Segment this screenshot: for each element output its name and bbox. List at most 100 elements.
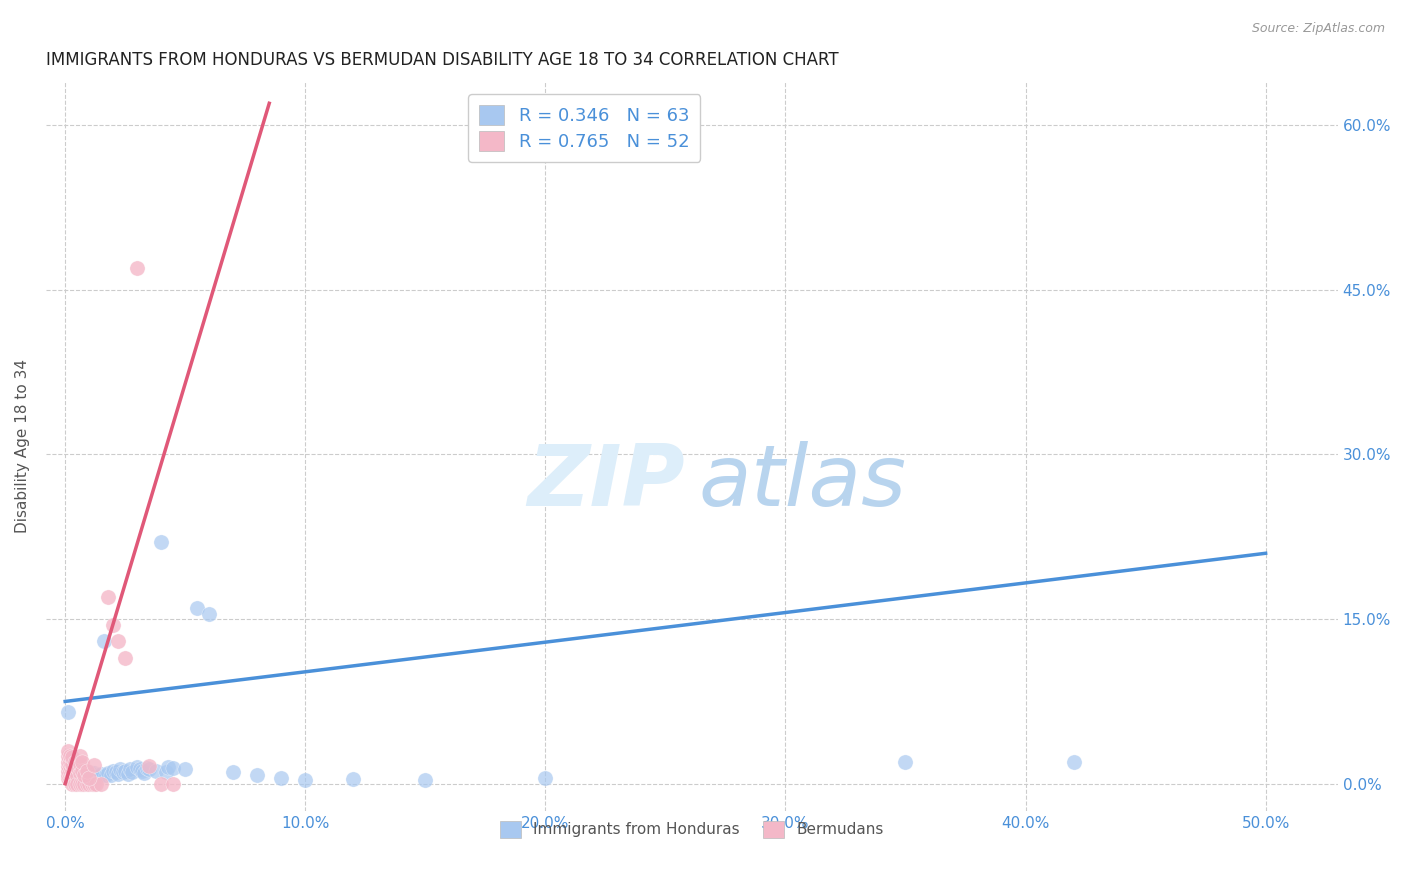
Point xyxy=(69,777,91,791)
Point xyxy=(86,768,108,782)
Text: atlas: atlas xyxy=(699,442,907,524)
Point xyxy=(59,768,82,782)
Point xyxy=(56,749,79,764)
Point xyxy=(222,764,245,779)
Point xyxy=(60,771,83,785)
Point xyxy=(83,758,105,772)
Point xyxy=(60,750,83,764)
Point xyxy=(97,765,120,780)
Point xyxy=(150,535,173,549)
Point xyxy=(1063,755,1085,769)
Point xyxy=(114,764,136,778)
Point xyxy=(56,755,79,769)
Point xyxy=(66,769,89,783)
Point xyxy=(63,764,86,778)
Point xyxy=(131,764,153,778)
Point xyxy=(77,764,100,779)
Point xyxy=(103,617,125,632)
Point xyxy=(70,764,93,779)
Point xyxy=(63,777,86,791)
Text: ZIP: ZIP xyxy=(527,442,685,524)
Point xyxy=(70,777,93,791)
Point xyxy=(294,773,316,788)
Point xyxy=(83,765,105,780)
Point xyxy=(60,768,83,782)
Point xyxy=(80,768,103,782)
Point xyxy=(56,771,79,785)
Point xyxy=(77,777,100,791)
Point xyxy=(94,768,117,782)
Point xyxy=(56,764,79,778)
Point xyxy=(246,768,269,782)
Point xyxy=(60,764,83,778)
Point xyxy=(70,768,93,782)
Point xyxy=(270,771,292,785)
Point xyxy=(107,634,129,648)
Point xyxy=(100,768,122,782)
Point xyxy=(104,764,127,779)
Point xyxy=(59,764,82,778)
Point xyxy=(69,749,91,764)
Point xyxy=(90,767,112,781)
Point xyxy=(66,777,89,791)
Point xyxy=(59,771,82,785)
Point xyxy=(73,765,96,780)
Point xyxy=(63,770,86,784)
Point xyxy=(534,771,557,785)
Point xyxy=(56,744,79,758)
Point xyxy=(76,767,98,781)
Point xyxy=(60,777,83,791)
Point xyxy=(127,260,149,275)
Point xyxy=(97,590,120,604)
Point xyxy=(138,763,160,777)
Point xyxy=(93,634,115,648)
Point xyxy=(70,755,93,769)
Point xyxy=(157,760,180,774)
Point xyxy=(103,764,125,778)
Point xyxy=(118,763,141,777)
Y-axis label: Disability Age 18 to 34: Disability Age 18 to 34 xyxy=(15,359,30,533)
Point xyxy=(145,764,167,778)
Point xyxy=(76,770,98,784)
Point xyxy=(73,777,96,791)
Point xyxy=(117,767,139,781)
Point xyxy=(162,761,184,775)
Point xyxy=(66,760,89,774)
Point xyxy=(86,777,108,791)
Point xyxy=(198,607,221,621)
Point xyxy=(107,767,129,781)
Point xyxy=(56,768,79,782)
Point xyxy=(70,764,93,778)
Point xyxy=(135,761,157,775)
Point xyxy=(59,765,82,780)
Text: IMMIGRANTS FROM HONDURAS VS BERMUDAN DISABILITY AGE 18 TO 34 CORRELATION CHART: IMMIGRANTS FROM HONDURAS VS BERMUDAN DIS… xyxy=(46,51,838,69)
Point xyxy=(155,764,177,779)
Point xyxy=(56,759,79,773)
Point xyxy=(63,770,86,784)
Point xyxy=(134,765,156,780)
Point xyxy=(413,773,436,788)
Point xyxy=(127,760,149,774)
Point xyxy=(150,777,173,791)
Point xyxy=(342,772,364,787)
Point xyxy=(63,755,86,769)
Point xyxy=(128,763,150,777)
Point xyxy=(87,769,110,783)
Point xyxy=(66,764,89,778)
Point xyxy=(59,755,82,769)
Point xyxy=(73,768,96,782)
Point xyxy=(111,764,134,779)
Point xyxy=(90,777,112,791)
Point xyxy=(83,770,105,784)
Text: Source: ZipAtlas.com: Source: ZipAtlas.com xyxy=(1251,22,1385,36)
Point xyxy=(60,771,83,785)
Point xyxy=(69,767,91,781)
Point xyxy=(56,706,79,720)
Point xyxy=(70,771,93,785)
Point xyxy=(174,763,197,777)
Point xyxy=(77,769,100,783)
Point xyxy=(80,777,103,791)
Point xyxy=(66,768,89,782)
Point xyxy=(110,763,132,777)
Point xyxy=(162,777,184,791)
